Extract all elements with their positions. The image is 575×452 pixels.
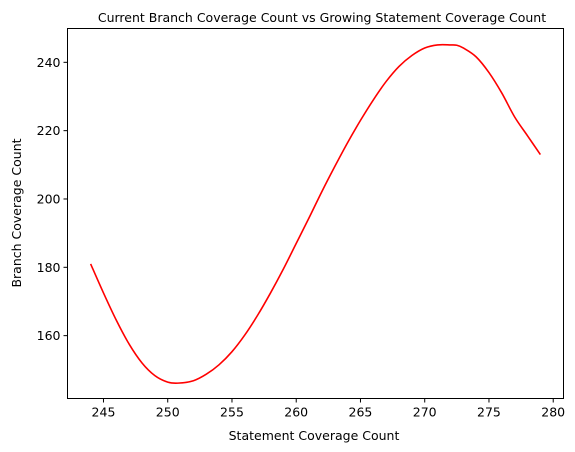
x-tick-label: 255 [220,405,244,420]
y-axis: 160 180 200 220 240 [37,55,68,343]
x-tick-label: 260 [284,405,308,420]
x-tick-label: 275 [477,405,501,420]
y-tick-label: 160 [37,328,61,343]
plot-area [89,43,542,385]
x-axis-label: Statement Coverage Count [229,428,400,443]
y-tick-label: 180 [37,260,61,275]
plot-frame [67,28,564,399]
x-tick-label: 245 [92,405,116,420]
y-tick-label: 220 [37,123,61,138]
series-line-0 [89,43,542,385]
y-axis-label: Branch Coverage Count [9,138,24,287]
y-tick-label: 200 [37,191,61,206]
x-tick-label: 270 [413,405,437,420]
x-tick-label: 280 [541,405,565,420]
x-axis: 245 250 255 260 265 270 275 280 [92,398,565,420]
x-tick-label: 250 [156,405,180,420]
x-tick-label: 265 [349,405,373,420]
y-tick-label: 240 [37,55,61,70]
chart-title: Current Branch Coverage Count vs Growing… [98,10,546,25]
